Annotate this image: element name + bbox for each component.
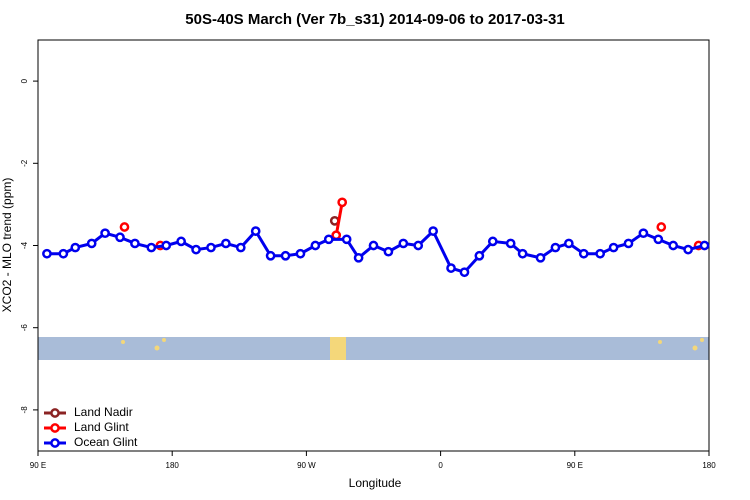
x-tick-label: 0	[438, 461, 443, 470]
data-point	[413, 240, 424, 251]
x-tick-label: 180	[702, 461, 716, 470]
data-point	[383, 246, 394, 257]
x-tick-label: 90 E	[30, 461, 46, 470]
data-point	[221, 238, 231, 249]
data-point	[517, 248, 528, 259]
data-point	[608, 242, 619, 253]
data-point	[130, 238, 140, 249]
y-tick-label: 0	[20, 78, 29, 83]
land-mask-strip	[38, 337, 709, 360]
data-point	[265, 250, 276, 261]
data-point	[161, 240, 172, 251]
legend-label: Land Nadir	[74, 405, 133, 419]
data-point	[505, 238, 516, 249]
y-axis-label: XCO2 - MLO trend (ppm)	[0, 178, 14, 313]
data-point	[487, 236, 498, 247]
data-point	[446, 263, 456, 273]
y-tick-label: -6	[20, 324, 29, 332]
data-point	[58, 248, 69, 259]
data-point	[310, 240, 321, 251]
y-tick-label: -8	[20, 406, 29, 414]
data-point	[206, 242, 216, 253]
data-point	[623, 238, 634, 249]
data-point	[398, 238, 409, 249]
data-point	[119, 222, 130, 232]
data-point	[42, 248, 52, 259]
data-point	[563, 238, 574, 249]
data-point	[656, 222, 667, 232]
data-point	[295, 248, 306, 259]
data-point	[550, 242, 561, 253]
legend-label: Ocean Glint	[74, 435, 138, 449]
data-point	[353, 252, 364, 263]
x-tick-label: 180	[166, 461, 180, 470]
data-point	[323, 234, 334, 245]
data-point	[668, 240, 679, 251]
x-tick-label: 90 E	[567, 461, 583, 470]
data-point	[535, 252, 546, 263]
x-axis-label: Longitude	[349, 476, 402, 490]
data-point	[578, 248, 589, 259]
data-point	[176, 236, 186, 247]
data-point	[146, 242, 157, 253]
data-point	[638, 228, 649, 239]
data-point	[191, 244, 201, 255]
data-point	[70, 242, 81, 253]
legend-label: Land Glint	[74, 420, 129, 434]
data-point	[337, 197, 348, 208]
chart-title: 50S-40S March (Ver 7b_s31) 2014-09-06 to…	[185, 11, 564, 28]
data-point	[653, 234, 664, 245]
data-point	[699, 240, 710, 251]
data-point	[100, 228, 110, 239]
data-point	[341, 234, 352, 245]
data-point	[115, 232, 125, 243]
data-point	[235, 242, 246, 253]
data-point	[683, 244, 693, 255]
x-tick-label: 90 W	[297, 461, 316, 470]
legend-marker	[50, 408, 60, 418]
data-point	[428, 226, 438, 236]
data-point	[368, 240, 379, 251]
data-point	[86, 238, 97, 249]
legend-marker	[50, 423, 60, 433]
series-line	[46, 228, 705, 274]
y-tick-label: -2	[20, 159, 29, 167]
data-point	[250, 226, 261, 236]
data-point	[331, 230, 342, 241]
y-tick-label: -4	[20, 241, 29, 249]
series-line	[336, 202, 698, 245]
data-point	[280, 250, 291, 261]
data-point	[329, 215, 340, 226]
data-point	[459, 267, 470, 278]
legend-marker	[50, 438, 60, 448]
data-point	[474, 250, 485, 261]
data-point	[595, 248, 605, 259]
